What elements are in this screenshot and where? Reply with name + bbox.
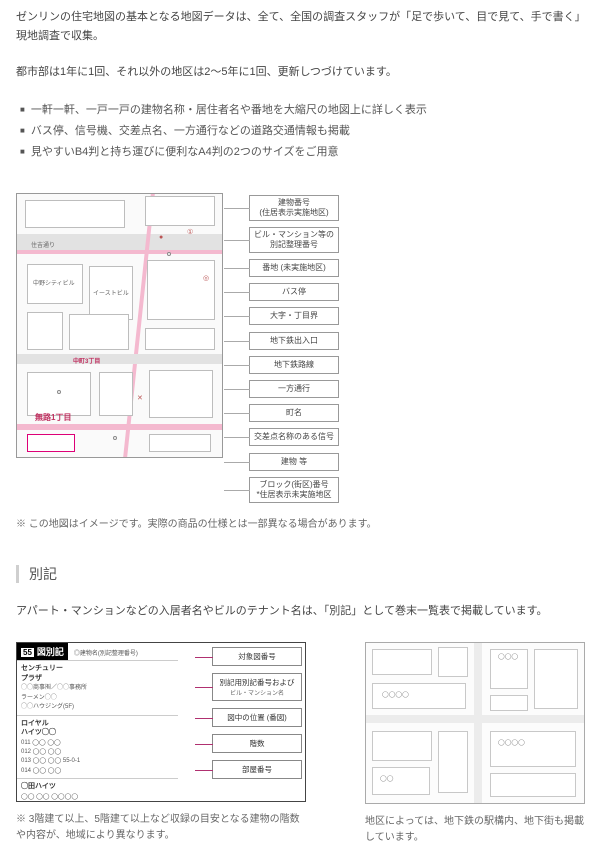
bullet-item: バス停、信号機、交差点名、一方通行などの道路交通情報も掲載 [20,121,585,142]
map-legend-item: ビル・マンション等の別記整理番号 [249,227,339,253]
section-desc: アパート・マンションなどの入居者名やビルのテナント名は、「別記」として巻末一覧表… [16,602,585,621]
map-legend-item: バス停 [249,283,339,301]
map-legend-item: 番地 (未実施地区) [249,259,339,277]
station-foot-note: 地区によっては、地下鉄の駅構内、地下街も掲載しています。 [365,814,585,846]
section-header: 別記 [16,564,585,584]
intro-line1: ゼンリンの住宅地図の基本となる地図データは、全て、全国の調査スタッフが「足で歩い… [16,8,585,45]
map-legend-item: 地下鉄路線 [249,356,339,374]
map-building-label: イーストビル [93,288,129,297]
bekki-subheader: ◎建物名(別記整理番号) [74,651,138,657]
map-chome-label: 無路1丁目 [35,412,71,423]
bekki-legend-item: 対象図番号 [212,647,302,666]
map-legend-item: 建物番号(住居表示実施地区) [249,195,339,221]
map-road-label: 住吉通り [31,240,55,249]
section-title-text: 別記 [29,564,57,584]
bekki-foot-note: ※ 3階建て以上、5階建て以上など収録の目安となる建物の階数や内容が、地域により… [16,812,306,844]
map-legend-item: 町名 [249,404,339,422]
bekki-header: 55図別記 [17,643,68,660]
bekki-legend-item: 別記用別記番号およびビル・マンション名 [212,673,302,701]
intro-line2: 都市部は1年に1回、それ以外の地区は2〜5年に1回、更新しつづけています。 [16,63,585,82]
map-note: ※ この地図はイメージです。実際の商品の仕様とは一部異なる場合があります。 [16,515,585,530]
map-legend-item: 地下鉄出入口 [249,332,339,350]
map-legend-column: 建物番号(住居表示実施地区) ビル・マンション等の別記整理番号 番地 (未実施地… [249,193,339,505]
bekki-legend-item: 部屋番号 [212,760,302,779]
bekki-panel: 55図別記 ◎建物名(別記整理番号) センチュリープラザ◯◯商事㈲／◯◯事務所ラ… [16,642,306,802]
map-figure: 住吉通り 中野シティビル イーストビル 中町3丁目 無路1丁目 ● ① ◎ ✕ … [16,193,585,505]
map-legend-item: ブロック(街区)番号*住居表示未実施地区 [249,477,339,503]
map-panel: 住吉通り 中野シティビル イーストビル 中町3丁目 無路1丁目 ● ① ◎ ✕ [16,193,223,458]
map-legend-item: 交差点名称のある信号 [249,428,339,446]
bullet-item: 一軒一軒、一戸一戸の建物名称・居住者名や番地を大縮尺の地図上に詳しく表示 [20,100,585,121]
map-legend-item: 建物 等 [249,453,339,471]
bekki-legend-item: 階数 [212,734,302,753]
bekki-legend-column: 対象図番号 別記用別記番号およびビル・マンション名 図中の位置 (番図) 階数 … [212,647,302,779]
map-legend-item: 一方通行 [249,380,339,398]
feature-list: 一軒一軒、一戸一戸の建物名称・居住者名や番地を大縮尺の地図上に詳しく表示 バス停… [16,100,585,163]
section-bar-icon [16,565,19,583]
map-building-label: 中野シティビル [33,278,75,287]
bullet-item: 見やすいB4判と持ち運びに便利なA4判の2つのサイズをご用意 [20,142,585,163]
map-chome-label: 中町3丁目 [73,356,100,365]
bekki-legend-item: 図中の位置 (番図) [212,708,302,727]
station-panel: ◯◯◯ ◯◯◯◯ ◯◯◯◯ ◯◯ [365,642,585,804]
map-legend-item: 大字・丁目界 [249,307,339,325]
